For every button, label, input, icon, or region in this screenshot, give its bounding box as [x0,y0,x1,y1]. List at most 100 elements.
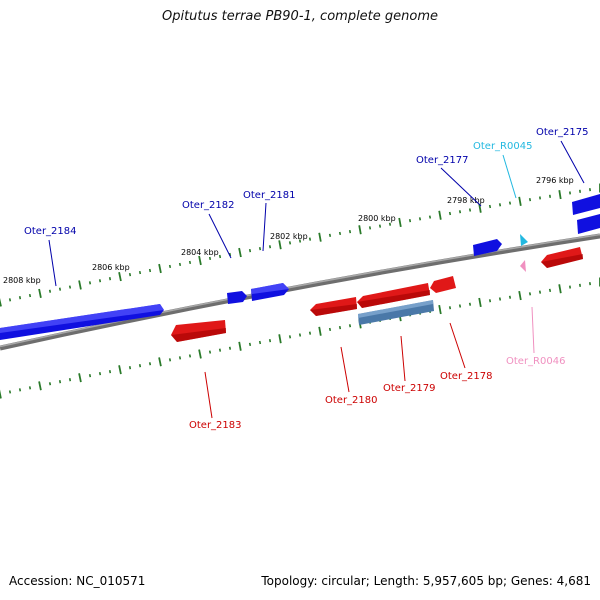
gene-oter-2178[interactable] [430,276,456,293]
inner-track-minor-tick [498,297,502,301]
outer-track-minor-tick [388,222,392,226]
outer-track-minor-tick [448,211,452,216]
outer-track-major-tick [198,255,202,266]
inner-track-minor-tick [338,325,342,330]
outer-track-minor-tick [308,237,312,241]
inner-track-minor-tick [298,333,302,337]
gene-oter-2180[interactable] [310,297,357,316]
inner-track-major-tick [158,357,162,367]
scale-label-2800: 2800 kbp [358,214,396,223]
outer-track-minor-tick [68,285,72,289]
genome-backbone-highlight [0,233,600,348]
outer-track-minor-tick [18,296,22,300]
label-oter-2178: Oter_2178 [440,371,493,382]
outer-track-minor-tick [248,248,252,253]
inner-track-minor-tick [148,362,152,366]
outer-track-minor-tick [58,287,62,291]
inner-tick-track [0,277,600,399]
gene-oter-2178b[interactable] [541,247,583,268]
outer-track-minor-tick [168,264,172,269]
outer-track-minor-tick [468,208,472,212]
label-oter-r0045: Oter_R0045 [473,141,532,152]
outer-track-minor-tick [48,289,52,293]
genome-backbone [0,233,600,351]
label-oter-2184: Oter_2184 [24,226,77,237]
outer-track-major-tick [158,263,162,274]
outer-track-major-tick [518,196,522,206]
inner-track-minor-tick [448,306,452,310]
inner-track-major-tick [78,373,82,383]
inner-track-major-tick [238,341,242,351]
inner-track-major-tick [118,365,122,375]
scale-label-2802: 2802 kbp [270,232,308,241]
inner-track-minor-tick [288,335,292,339]
inner-track-major-tick [518,290,522,301]
outer-track-minor-tick [498,203,502,207]
outer-track-minor-tick [8,298,12,302]
outer-track-major-tick [558,190,562,200]
outer-track-minor-tick [298,239,302,243]
inner-track-minor-tick [168,358,172,362]
outer-track-minor-tick [338,231,342,236]
gene-oter-2175[interactable] [572,194,600,234]
inner-track-minor-tick [48,382,52,386]
outer-track-minor-tick [208,256,212,261]
gene-oter-2184[interactable] [0,304,164,340]
gene-labels: Oter_2184 Oter_2182 Oter_2181 Oter_2177 … [24,127,589,431]
outer-track-minor-tick [28,293,32,298]
outer-track-minor-tick [328,233,332,237]
inner-track-major-tick [38,381,42,391]
inner-track-minor-tick [548,288,552,293]
outer-track-major-tick [438,210,442,220]
inner-track-minor-tick [268,339,272,343]
gene-oter-r0046[interactable] [520,260,526,272]
scale-labels: 2808 kbp 2806 kbp 2804 kbp 2802 kbp 2800… [3,176,574,285]
outer-track-major-tick [0,297,2,307]
inner-track-minor-tick [208,350,212,354]
outer-track-minor-tick [528,198,532,202]
inner-track-minor-tick [98,372,102,376]
inner-track-major-tick [278,334,282,344]
outer-track-minor-tick [408,219,412,223]
label-oter-2183: Oter_2183 [189,420,242,431]
inner-track-major-tick [318,326,322,336]
inner-track-minor-tick [18,388,22,392]
gene-oter-2183[interactable] [171,320,226,342]
outer-track-major-tick [238,247,242,258]
outer-track-minor-tick [108,277,112,281]
outer-track-minor-tick [128,272,132,277]
outer-track-minor-tick [368,226,372,230]
outer-track-minor-tick [98,279,102,283]
outer-track-minor-tick [508,201,512,205]
outer-track-minor-tick [88,281,92,285]
label-oter-2182: Oter_2182 [182,200,235,211]
inner-track-minor-tick [128,366,132,370]
outer-track-minor-tick [138,270,142,275]
gene-oter-2181[interactable] [251,283,289,301]
outer-track-minor-tick [288,241,292,245]
scale-label-2796: 2796 kbp [536,176,574,185]
outer-track-major-tick [78,280,82,290]
gene-oter-2177[interactable] [473,239,502,256]
inner-track-minor-tick [488,299,492,303]
genome-summary-text: Topology: circular; Length: 5,957,605 bp… [261,574,591,588]
inner-track-minor-tick [458,304,462,308]
gene-oter-2182[interactable] [227,291,247,304]
inner-track-minor-tick [68,378,72,382]
inner-track-minor-tick [108,370,112,374]
gene-oter-2179[interactable] [357,283,434,325]
outer-track-major-tick [38,288,42,298]
inner-track-minor-tick [348,324,352,328]
inner-track-major-tick [478,297,482,308]
outer-track-minor-tick [218,254,222,259]
label-oter-2175: Oter_2175 [536,127,589,138]
inner-track-minor-tick [28,386,32,390]
gene-oter-r0045[interactable] [520,234,528,246]
outer-track-minor-tick [348,229,352,234]
inner-track-minor-tick [258,340,262,345]
outer-track-major-tick [398,217,402,228]
label-oter-r0046: Oter_R0046 [506,356,565,367]
outer-track-minor-tick [488,204,492,209]
scale-label-2806: 2806 kbp [92,263,130,272]
map-title: Opitutus terrae PB90-1, complete genome [161,9,439,24]
